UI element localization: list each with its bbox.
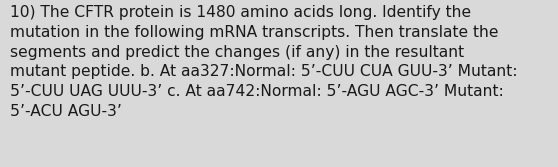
Text: 10) The CFTR protein is 1480 amino acids long. Identify the
mutation in the foll: 10) The CFTR protein is 1480 amino acids…	[10, 5, 517, 119]
